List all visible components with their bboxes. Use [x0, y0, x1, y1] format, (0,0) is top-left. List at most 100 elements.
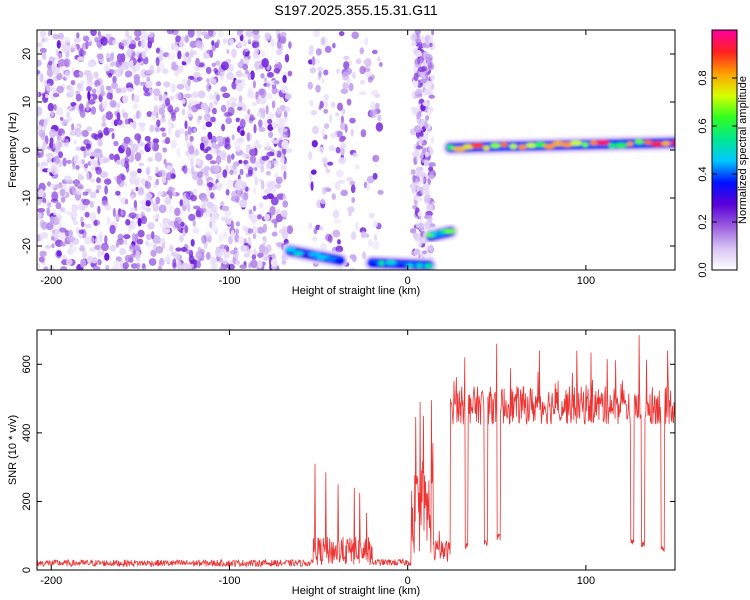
- spectrogram-noise-cell: [271, 160, 280, 165]
- spectrogram-noise-cell: [97, 259, 102, 266]
- spectrogram-noise-cell: [155, 196, 161, 205]
- spectrogram-noise-cell: [188, 213, 196, 221]
- spectrogram-noise-cell: [347, 206, 355, 213]
- spectrogram-noise-cell: [90, 106, 97, 115]
- spectrogram-noise-cell: [94, 219, 98, 227]
- spectrogram-noise-cell: [374, 102, 380, 111]
- spectrogram-noise-cell: [169, 109, 177, 115]
- spectrogram-noise-cell: [97, 139, 103, 147]
- spectrogram-noise-cell: [189, 50, 194, 58]
- track-blob: [670, 140, 675, 146]
- spectrogram-noise-cell: [312, 236, 318, 242]
- spectrogram-noise-cell: [215, 135, 224, 142]
- spectrogram-noise-cell: [47, 115, 51, 123]
- spectrogram-noise-cell: [349, 180, 356, 186]
- spectrogram-noise-cell: [83, 163, 89, 169]
- spectrogram-noise-cell: [243, 252, 250, 258]
- spectrogram-noise-cell: [51, 165, 57, 175]
- spectrogram-noise-cell: [312, 125, 319, 135]
- spectrogram-noise-cell: [91, 133, 98, 139]
- spectrogram-noise-cell: [78, 184, 85, 190]
- spectrogram-noise-cell: [187, 30, 195, 38]
- spectrogram-noise-cell: [94, 166, 100, 171]
- spectrogram-noise-cell: [85, 40, 89, 50]
- spectrogram-noise-cell: [85, 143, 92, 150]
- spectrogram-noise-cell: [338, 157, 347, 165]
- spectrogram-noise-cell: [413, 65, 418, 75]
- spectrogram-noise-cell: [195, 251, 202, 260]
- spectrogram-noise-cell: [258, 126, 266, 132]
- track-blob: [570, 140, 583, 146]
- spectrogram-noise-cell: [311, 140, 318, 148]
- spectrogram-noise-cell: [198, 115, 203, 121]
- spectrogram-noise-cell: [120, 39, 127, 47]
- spectrogram-noise-cell: [71, 123, 75, 131]
- spectrogram-noise-cell: [135, 62, 141, 72]
- spectrogram-noise-cell: [222, 92, 231, 99]
- spectrogram-noise-cell: [310, 169, 317, 175]
- spectrogram-noise-cell: [107, 72, 113, 78]
- spectrogram-noise-cell: [128, 212, 137, 219]
- spectrogram-noise-layer: [37, 30, 436, 270]
- spectrogram-noise-cell: [418, 152, 424, 160]
- spectrogram-noise-cell: [270, 258, 278, 268]
- spectrogram-noise-cell: [284, 53, 290, 63]
- spectrogram-noise-cell: [280, 209, 288, 218]
- spectrogram-noise-cell: [135, 186, 139, 192]
- track-blob: [483, 145, 490, 151]
- spectrogram-noise-cell: [359, 47, 365, 55]
- spectrogram-noise-cell: [280, 31, 287, 38]
- spectrogram-noise-cell: [137, 57, 141, 63]
- spectrogram-noise-cell: [224, 244, 229, 251]
- spectrogram-noise-cell: [194, 103, 203, 110]
- spectrogram-noise-cell: [340, 189, 349, 197]
- spectrogram-noise-cell: [329, 113, 333, 123]
- spectrogram-noise-cell: [160, 127, 166, 132]
- spectrogram-noise-cell: [62, 43, 68, 53]
- spectrogram-noise-cell: [60, 232, 66, 241]
- spectrogram-noise-cell: [58, 151, 64, 159]
- spectrogram-noise-cell: [46, 68, 54, 78]
- spectrogram-noise-cell: [109, 224, 116, 235]
- track-blob: [525, 142, 537, 148]
- spectrogram-noise-cell: [419, 41, 423, 48]
- spectrogram-noise-cell: [124, 118, 129, 125]
- spectrogram-noise-cell: [134, 36, 141, 41]
- spectrogram-noise-cell: [337, 130, 343, 138]
- spectrogram-noise-cell: [48, 60, 53, 66]
- spectrogram-noise-cell: [261, 58, 269, 68]
- spectrogram-noise-cell: [50, 198, 59, 203]
- spectrogram-noise-cell: [111, 82, 118, 89]
- spectrogram-noise-cell: [246, 132, 250, 142]
- spectrogram-noise-cell: [84, 223, 92, 229]
- spectrogram-noise-cell: [247, 236, 252, 246]
- spectrogram-noise-cell: [68, 104, 72, 111]
- spectrogram-noise-cell: [232, 164, 237, 171]
- spectrogram-noise-cell: [102, 100, 108, 110]
- spectrogram-noise-cell: [192, 220, 197, 227]
- spectrogram-noise-cell: [272, 121, 277, 129]
- y-tick-label: 0: [21, 147, 33, 153]
- spectrogram-noise-cell: [75, 165, 80, 170]
- spectrogram-track: [282, 242, 348, 269]
- spectrogram-noise-cell: [197, 90, 206, 99]
- spectrogram-noise-cell: [72, 246, 77, 253]
- spectrogram-noise-cell: [264, 32, 271, 40]
- spectrogram-noise-cell: [425, 80, 433, 88]
- x-tick-label: -100: [218, 275, 240, 287]
- spectrogram-noise-cell: [315, 48, 322, 56]
- spectrogram-noise-cell: [163, 158, 167, 165]
- spectrogram-noise-cell: [418, 118, 426, 127]
- track-blob: [582, 142, 589, 148]
- spectrogram-noise-cell: [100, 90, 106, 96]
- spectrogram-noise-cell: [343, 61, 350, 70]
- spectrogram-noise-cell: [428, 162, 436, 167]
- spectrogram-noise-cell: [158, 204, 167, 214]
- spectrogram-noise-cell: [231, 48, 237, 58]
- spectrogram-noise-cell: [159, 222, 164, 228]
- spectrogram-noise-cell: [68, 229, 73, 237]
- spectrogram-noise-cell: [220, 248, 227, 254]
- spectrogram-noise-cell: [116, 119, 123, 126]
- spectrogram-noise-cell: [207, 131, 213, 140]
- spectrogram-noise-cell: [64, 118, 70, 124]
